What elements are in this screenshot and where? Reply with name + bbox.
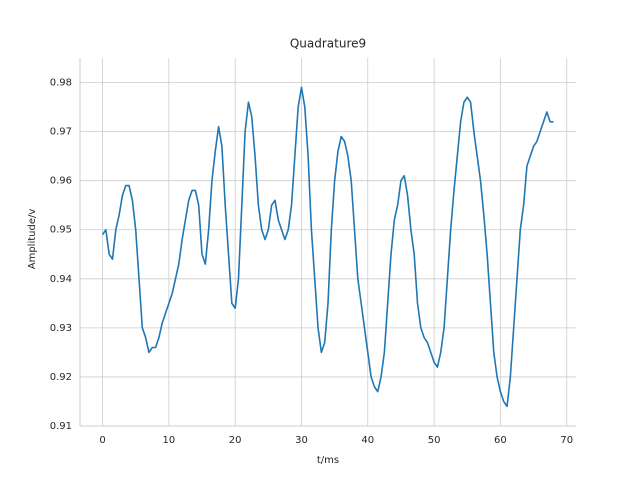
y-tick-label: 0.98 [50,78,72,89]
x-tick-label: 70 [560,435,573,446]
x-tick-label: 60 [494,435,507,446]
data-line [101,86,554,408]
y-axis-label: Amplitude/v [27,209,38,270]
x-tick-label: 20 [229,435,242,446]
y-tick-label: 0.92 [50,372,72,383]
x-tick-label: 30 [295,435,308,446]
y-tick-label: 0.95 [50,225,72,236]
chart-title: Quadrature9 [290,37,366,51]
y-tick-label: 0.93 [50,323,72,334]
y-tick-label: 0.97 [50,127,72,138]
x-tick-label: 0 [99,435,105,446]
x-axis-label: t/ms [317,455,339,466]
y-tick-label: 0.94 [50,274,72,285]
x-tick-label: 40 [361,435,374,446]
x-tick-label: 50 [428,435,441,446]
x-tick-label: 10 [162,435,175,446]
y-tick-label: 0.91 [50,421,72,432]
y-tick-label: 0.96 [50,176,72,187]
